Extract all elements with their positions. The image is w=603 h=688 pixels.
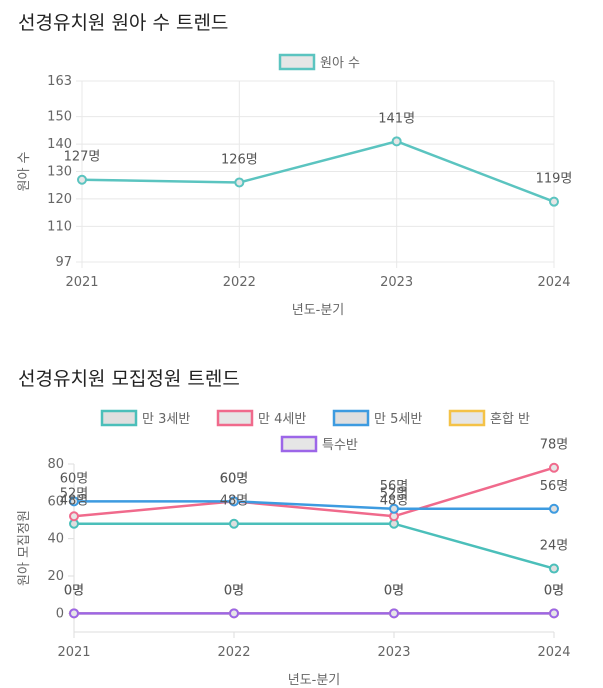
x-tick-label-1: 2022 bbox=[217, 645, 250, 660]
legend-swatch-3 bbox=[448, 409, 486, 427]
data-label-0-1: 48명 bbox=[220, 494, 249, 509]
point-1-3 bbox=[549, 462, 559, 473]
y-tick-label-1: 110 bbox=[47, 219, 72, 234]
point-0-2 bbox=[391, 136, 402, 147]
legend-label-4: 특수반 bbox=[322, 438, 358, 453]
data-label-0-3: 24명 bbox=[540, 539, 569, 554]
legend-label-0: 만 3세반 bbox=[142, 412, 190, 427]
series-line-1 bbox=[73, 466, 555, 518]
x-axis-title: 년도-분기 bbox=[288, 673, 341, 688]
data-label-0-0: 127명 bbox=[64, 150, 101, 165]
x-tick-label-0: 2021 bbox=[65, 275, 98, 290]
x-tick-label-0: 2021 bbox=[57, 645, 90, 660]
y-tick-label-2: 40 bbox=[47, 532, 64, 547]
legend-swatch-4 bbox=[280, 435, 318, 453]
point-2-0 bbox=[69, 496, 79, 507]
legend-swatch-0 bbox=[278, 53, 316, 71]
chart1-title: 선경유치원 원아 수 트렌드 bbox=[18, 12, 229, 34]
y-tick-label-3: 130 bbox=[47, 165, 72, 180]
data-label-3-1: 0명 bbox=[224, 583, 244, 598]
legend-swatch-2 bbox=[332, 409, 370, 427]
data-label-0-2: 141명 bbox=[378, 111, 415, 126]
point-4-3 bbox=[549, 608, 559, 619]
point-2-2 bbox=[389, 503, 399, 514]
point-0-3 bbox=[549, 563, 559, 574]
point-1-0 bbox=[69, 511, 79, 522]
data-label-0-3: 119명 bbox=[536, 172, 573, 187]
point-2-3 bbox=[549, 503, 559, 514]
legend-label-1: 만 4세반 bbox=[258, 412, 306, 427]
y-tick-label-2: 120 bbox=[47, 192, 72, 207]
data-label-4-2: 0명 bbox=[384, 583, 404, 598]
y-axis-title: 원아 모집정원 bbox=[17, 510, 32, 586]
series-line-0 bbox=[81, 140, 555, 203]
data-label-2-2: 56명 bbox=[380, 479, 409, 494]
y-tick-label-6: 163 bbox=[47, 74, 72, 89]
point-0-1 bbox=[229, 518, 239, 529]
data-label-3-3: 0명 bbox=[544, 583, 564, 598]
point-0-1 bbox=[234, 177, 245, 188]
point-0-0 bbox=[77, 174, 87, 185]
x-tick-label-2: 2023 bbox=[380, 275, 413, 290]
y-tick-label-0: 97 bbox=[55, 255, 72, 270]
x-tick-label-1: 2022 bbox=[223, 275, 256, 290]
point-4-0 bbox=[69, 608, 79, 619]
data-label-4-0: 0명 bbox=[64, 583, 84, 598]
y-tick-label-4: 140 bbox=[47, 137, 72, 152]
legend-label-0: 원아 수 bbox=[320, 56, 360, 71]
x-tick-label-2: 2023 bbox=[377, 645, 410, 660]
x-tick-label-3: 2024 bbox=[537, 645, 570, 660]
legend-label-3: 혼합 반 bbox=[490, 412, 530, 427]
series-line-0 bbox=[74, 522, 555, 570]
data-label-1-1: 60명 bbox=[220, 471, 249, 486]
data-label-2-1: 60명 bbox=[220, 471, 249, 486]
data-label-0-1: 126명 bbox=[221, 152, 258, 167]
point-2-1 bbox=[229, 496, 239, 507]
y-tick-label-3: 60 bbox=[47, 494, 64, 509]
legend-label-2: 만 5세반 bbox=[374, 412, 422, 427]
x-axis-title: 년도-분기 bbox=[292, 303, 345, 318]
y-axis-title: 원아 수 bbox=[17, 151, 32, 191]
x-tick-label-3: 2024 bbox=[537, 275, 570, 290]
data-label-1-3: 78명 bbox=[540, 438, 569, 453]
data-label-4-3: 0명 bbox=[544, 583, 564, 598]
point-4-1 bbox=[229, 608, 239, 619]
chart2-title: 선경유치원 모집정원 트렌드 bbox=[18, 368, 240, 390]
data-label-3-2: 0명 bbox=[384, 583, 404, 598]
y-tick-label-5: 150 bbox=[47, 110, 72, 125]
data-label-0-2: 48명 bbox=[380, 494, 409, 509]
data-label-1-0: 52명 bbox=[60, 486, 89, 501]
data-label-4-1: 0명 bbox=[224, 583, 244, 598]
chart1-svg: 원아 수 97 110 120 130 140 150 163 2021 2022 2023 2024… bbox=[17, 53, 573, 318]
point-4-2 bbox=[389, 608, 399, 619]
series-line-2 bbox=[74, 500, 554, 511]
legend-swatch-0 bbox=[100, 409, 138, 427]
y-tick-label-0: 0 bbox=[56, 606, 64, 621]
data-label-2-0: 60명 bbox=[60, 471, 89, 486]
data-label-0-0: 48명 bbox=[60, 494, 89, 509]
point-0-3 bbox=[549, 196, 559, 207]
data-label-1-2: 52명 bbox=[380, 486, 409, 501]
y-tick-label-4: 80 bbox=[47, 457, 64, 472]
legend-swatch-1 bbox=[216, 409, 254, 427]
data-label-3-0: 0명 bbox=[64, 583, 84, 598]
data-label-2-3: 56명 bbox=[540, 479, 569, 494]
y-tick-label-1: 20 bbox=[47, 569, 64, 584]
